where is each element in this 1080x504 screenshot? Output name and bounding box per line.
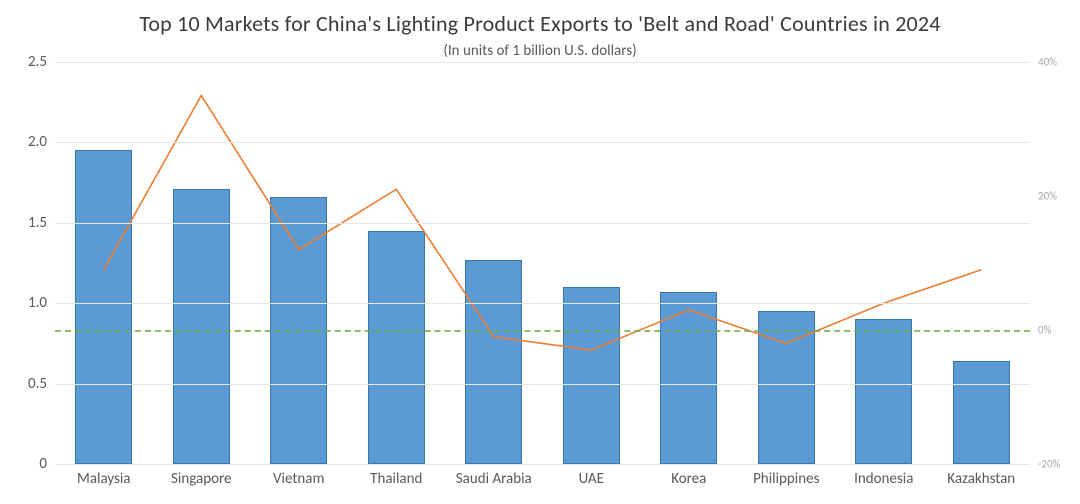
y-tick-left: 1.0 xyxy=(28,294,55,312)
category-label: Vietnam xyxy=(273,464,324,488)
y-tick-left: 0.5 xyxy=(28,375,55,393)
y-tick-left: 2.5 xyxy=(28,53,55,71)
category-label: Kazakhstan xyxy=(947,464,1015,488)
gridline xyxy=(55,223,1030,224)
chart-subtitle: (In units of 1 billion U.S. dollars) xyxy=(0,42,1080,60)
gridline xyxy=(55,62,1030,63)
gridline xyxy=(55,384,1030,385)
category-label: Philippines xyxy=(753,464,819,488)
chart-container: Top 10 Markets for China's Lighting Prod… xyxy=(0,0,1080,504)
y-tick-right: 20% xyxy=(1030,190,1057,203)
gridline xyxy=(55,142,1030,143)
plot-area: 00.51.01.52.02.5-20%0%20%40%MalaysiaSing… xyxy=(55,62,1030,464)
y-tick-left: 0 xyxy=(39,455,55,473)
line-layer xyxy=(55,62,1030,464)
y-tick-left: 1.5 xyxy=(28,214,55,232)
category-label: Singapore xyxy=(171,464,231,488)
zero-reference-line xyxy=(55,330,1030,332)
category-label: Thailand xyxy=(370,464,422,488)
category-label: Saudi Arabia xyxy=(456,464,532,488)
y-tick-left: 2.0 xyxy=(28,133,55,151)
gridline xyxy=(55,303,1030,304)
chart-title: Top 10 Markets for China's Lighting Prod… xyxy=(0,10,1080,37)
category-label: Korea xyxy=(671,464,706,488)
category-label: Malaysia xyxy=(77,464,131,488)
category-label: Indonesia xyxy=(854,464,913,488)
y-tick-right: 40% xyxy=(1030,56,1057,69)
y-tick-right: -20% xyxy=(1030,458,1060,471)
y-tick-right: 0% xyxy=(1030,324,1051,337)
category-label: UAE xyxy=(579,464,604,488)
